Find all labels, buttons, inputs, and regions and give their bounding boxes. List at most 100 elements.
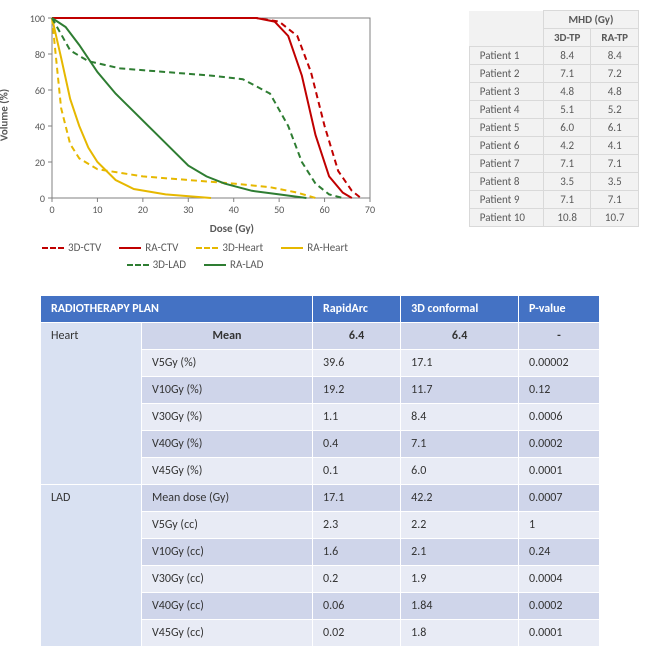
svg-text:100: 100 xyxy=(30,12,45,25)
mhd-cell: 8.4 xyxy=(591,47,639,65)
mhd-cell: 6.0 xyxy=(543,119,590,137)
table-row: Patient 45.15.2 xyxy=(469,101,638,119)
mhd-group-title: MHD (Gy) xyxy=(543,11,638,29)
plan-rapidarc: 2.3 xyxy=(313,512,401,539)
plan-metric: V40Gy (cc) xyxy=(142,593,313,620)
legend-label: RA-Heart xyxy=(307,241,348,254)
table-row: Patient 83.53.5 xyxy=(469,173,638,191)
plan-pvalue: 0.0002 xyxy=(519,593,600,620)
legend-swatch xyxy=(127,264,149,266)
mhd-row-label: Patient 8 xyxy=(469,173,543,191)
plan-pvalue: 0.0001 xyxy=(519,458,600,485)
mhd-cell: 7.1 xyxy=(591,155,639,173)
plan-pvalue: 0.24 xyxy=(519,539,600,566)
x-axis-label: Dose (Gy) xyxy=(10,222,454,235)
mhd-cell: 7.1 xyxy=(543,155,590,173)
mhd-cell: 3.5 xyxy=(543,173,590,191)
chart-legend: 3D-CTV RA-CTV 3D-Heart RA-Heart 3D-LAD RA-LAD xyxy=(10,241,380,271)
table-row: Patient 18.48.4 xyxy=(469,47,638,65)
plan-3d: 11.7 xyxy=(401,377,519,404)
legend-item: 3D-Heart xyxy=(196,241,263,254)
plan-pvalue: 1 xyxy=(519,512,600,539)
legend-swatch xyxy=(204,264,226,266)
plan-3d: 42.2 xyxy=(401,485,519,512)
plan-rapidarc: 0.1 xyxy=(313,458,401,485)
plan-rapidarc: 17.1 xyxy=(313,485,401,512)
table-row: Patient 97.17.1 xyxy=(469,191,638,209)
plan-3d: 6.0 xyxy=(401,458,519,485)
mhd-row-label: Patient 10 xyxy=(469,209,543,227)
mhd-cell: 5.1 xyxy=(543,101,590,119)
svg-text:0: 0 xyxy=(49,203,54,216)
plan-3d: 1.9 xyxy=(401,566,519,593)
plan-pvalue: 0.0004 xyxy=(519,566,600,593)
legend-label: 3D-CTV xyxy=(68,241,101,254)
table-row: Patient 64.24.1 xyxy=(469,137,638,155)
mhd-cell: 4.8 xyxy=(543,83,590,101)
plan-rapidarc: 0.02 xyxy=(313,620,401,647)
mhd-row-label: Patient 5 xyxy=(469,119,543,137)
plan-metric: V5Gy (%) xyxy=(142,350,313,377)
legend-label: RA-CTV xyxy=(145,241,178,254)
plan-pvalue: 0.00002 xyxy=(519,350,600,377)
plan-metric: V10Gy (cc) xyxy=(142,539,313,566)
table-row: Patient 56.06.1 xyxy=(469,119,638,137)
dvh-chart: Volume (%) 020406080100010203040506070 xyxy=(10,10,380,220)
mhd-cell: 8.4 xyxy=(543,47,590,65)
mhd-cell: 4.8 xyxy=(591,83,639,101)
legend-swatch xyxy=(42,247,64,249)
table-row: Patient 34.84.8 xyxy=(469,83,638,101)
legend-label: 3D-Heart xyxy=(222,241,263,254)
plan-3d: 6.4 xyxy=(401,323,519,350)
plan-rapidarc: 19.2 xyxy=(313,377,401,404)
dvh-svg: 020406080100010203040506070 xyxy=(10,10,380,220)
mhd-row-label: Patient 1 xyxy=(469,47,543,65)
mhd-row-label: Patient 4 xyxy=(469,101,543,119)
plan-pvalue: 0.12 xyxy=(519,377,600,404)
plan-metric: Mean xyxy=(142,323,313,350)
plan-metric: V5Gy (cc) xyxy=(142,512,313,539)
y-axis-label: Volume (%) xyxy=(0,89,11,141)
plan-organ: LAD xyxy=(41,485,142,647)
table-row: Patient 1010.810.7 xyxy=(469,209,638,227)
mhd-cell: 7.2 xyxy=(591,65,639,83)
legend-swatch xyxy=(119,247,141,249)
plan-3d: 17.1 xyxy=(401,350,519,377)
legend-label: 3D-LAD xyxy=(153,258,186,271)
plan-rapidarc: 6.4 xyxy=(313,323,401,350)
mhd-cell: 10.7 xyxy=(591,209,639,227)
legend-item: 3D-CTV xyxy=(42,241,101,254)
svg-text:30: 30 xyxy=(183,203,193,216)
table-row: LADMean dose (Gy)17.142.20.0007 xyxy=(41,485,600,512)
mhd-table: MHD (Gy)3D-TPRA-TPPatient 18.48.4Patient… xyxy=(469,10,639,227)
plan-organ: Heart xyxy=(41,323,142,485)
plan-metric: V45Gy (cc) xyxy=(142,620,313,647)
mhd-cell: 10.8 xyxy=(543,209,590,227)
plan-pvalue: - xyxy=(519,323,600,350)
plan-header: RapidArc xyxy=(313,296,401,323)
mhd-cell: 7.1 xyxy=(543,65,590,83)
svg-text:20: 20 xyxy=(138,203,148,216)
plan-metric: V10Gy (%) xyxy=(142,377,313,404)
table-row: HeartMean6.46.4- xyxy=(41,323,600,350)
plan-header: RADIOTHERAPY PLAN xyxy=(41,296,313,323)
plan-metric: V40Gy (%) xyxy=(142,431,313,458)
table-row: Patient 77.17.1 xyxy=(469,155,638,173)
plan-3d: 1.84 xyxy=(401,593,519,620)
svg-text:40: 40 xyxy=(229,203,239,216)
mhd-row-label: Patient 7 xyxy=(469,155,543,173)
legend-label: RA-LAD xyxy=(230,258,263,271)
table-row: Patient 27.17.2 xyxy=(469,65,638,83)
mhd-cell: 6.1 xyxy=(591,119,639,137)
plan-3d: 2.1 xyxy=(401,539,519,566)
svg-text:60: 60 xyxy=(35,84,45,97)
plan-pvalue: 0.0001 xyxy=(519,620,600,647)
mhd-row-label: Patient 9 xyxy=(469,191,543,209)
legend-item: 3D-LAD xyxy=(127,258,186,271)
plan-metric: Mean dose (Gy) xyxy=(142,485,313,512)
plan-metric: V45Gy (%) xyxy=(142,458,313,485)
plan-header: 3D conformal xyxy=(401,296,519,323)
mhd-cell: 7.1 xyxy=(591,191,639,209)
mhd-row-label: Patient 6 xyxy=(469,137,543,155)
plan-header: P-value xyxy=(519,296,600,323)
